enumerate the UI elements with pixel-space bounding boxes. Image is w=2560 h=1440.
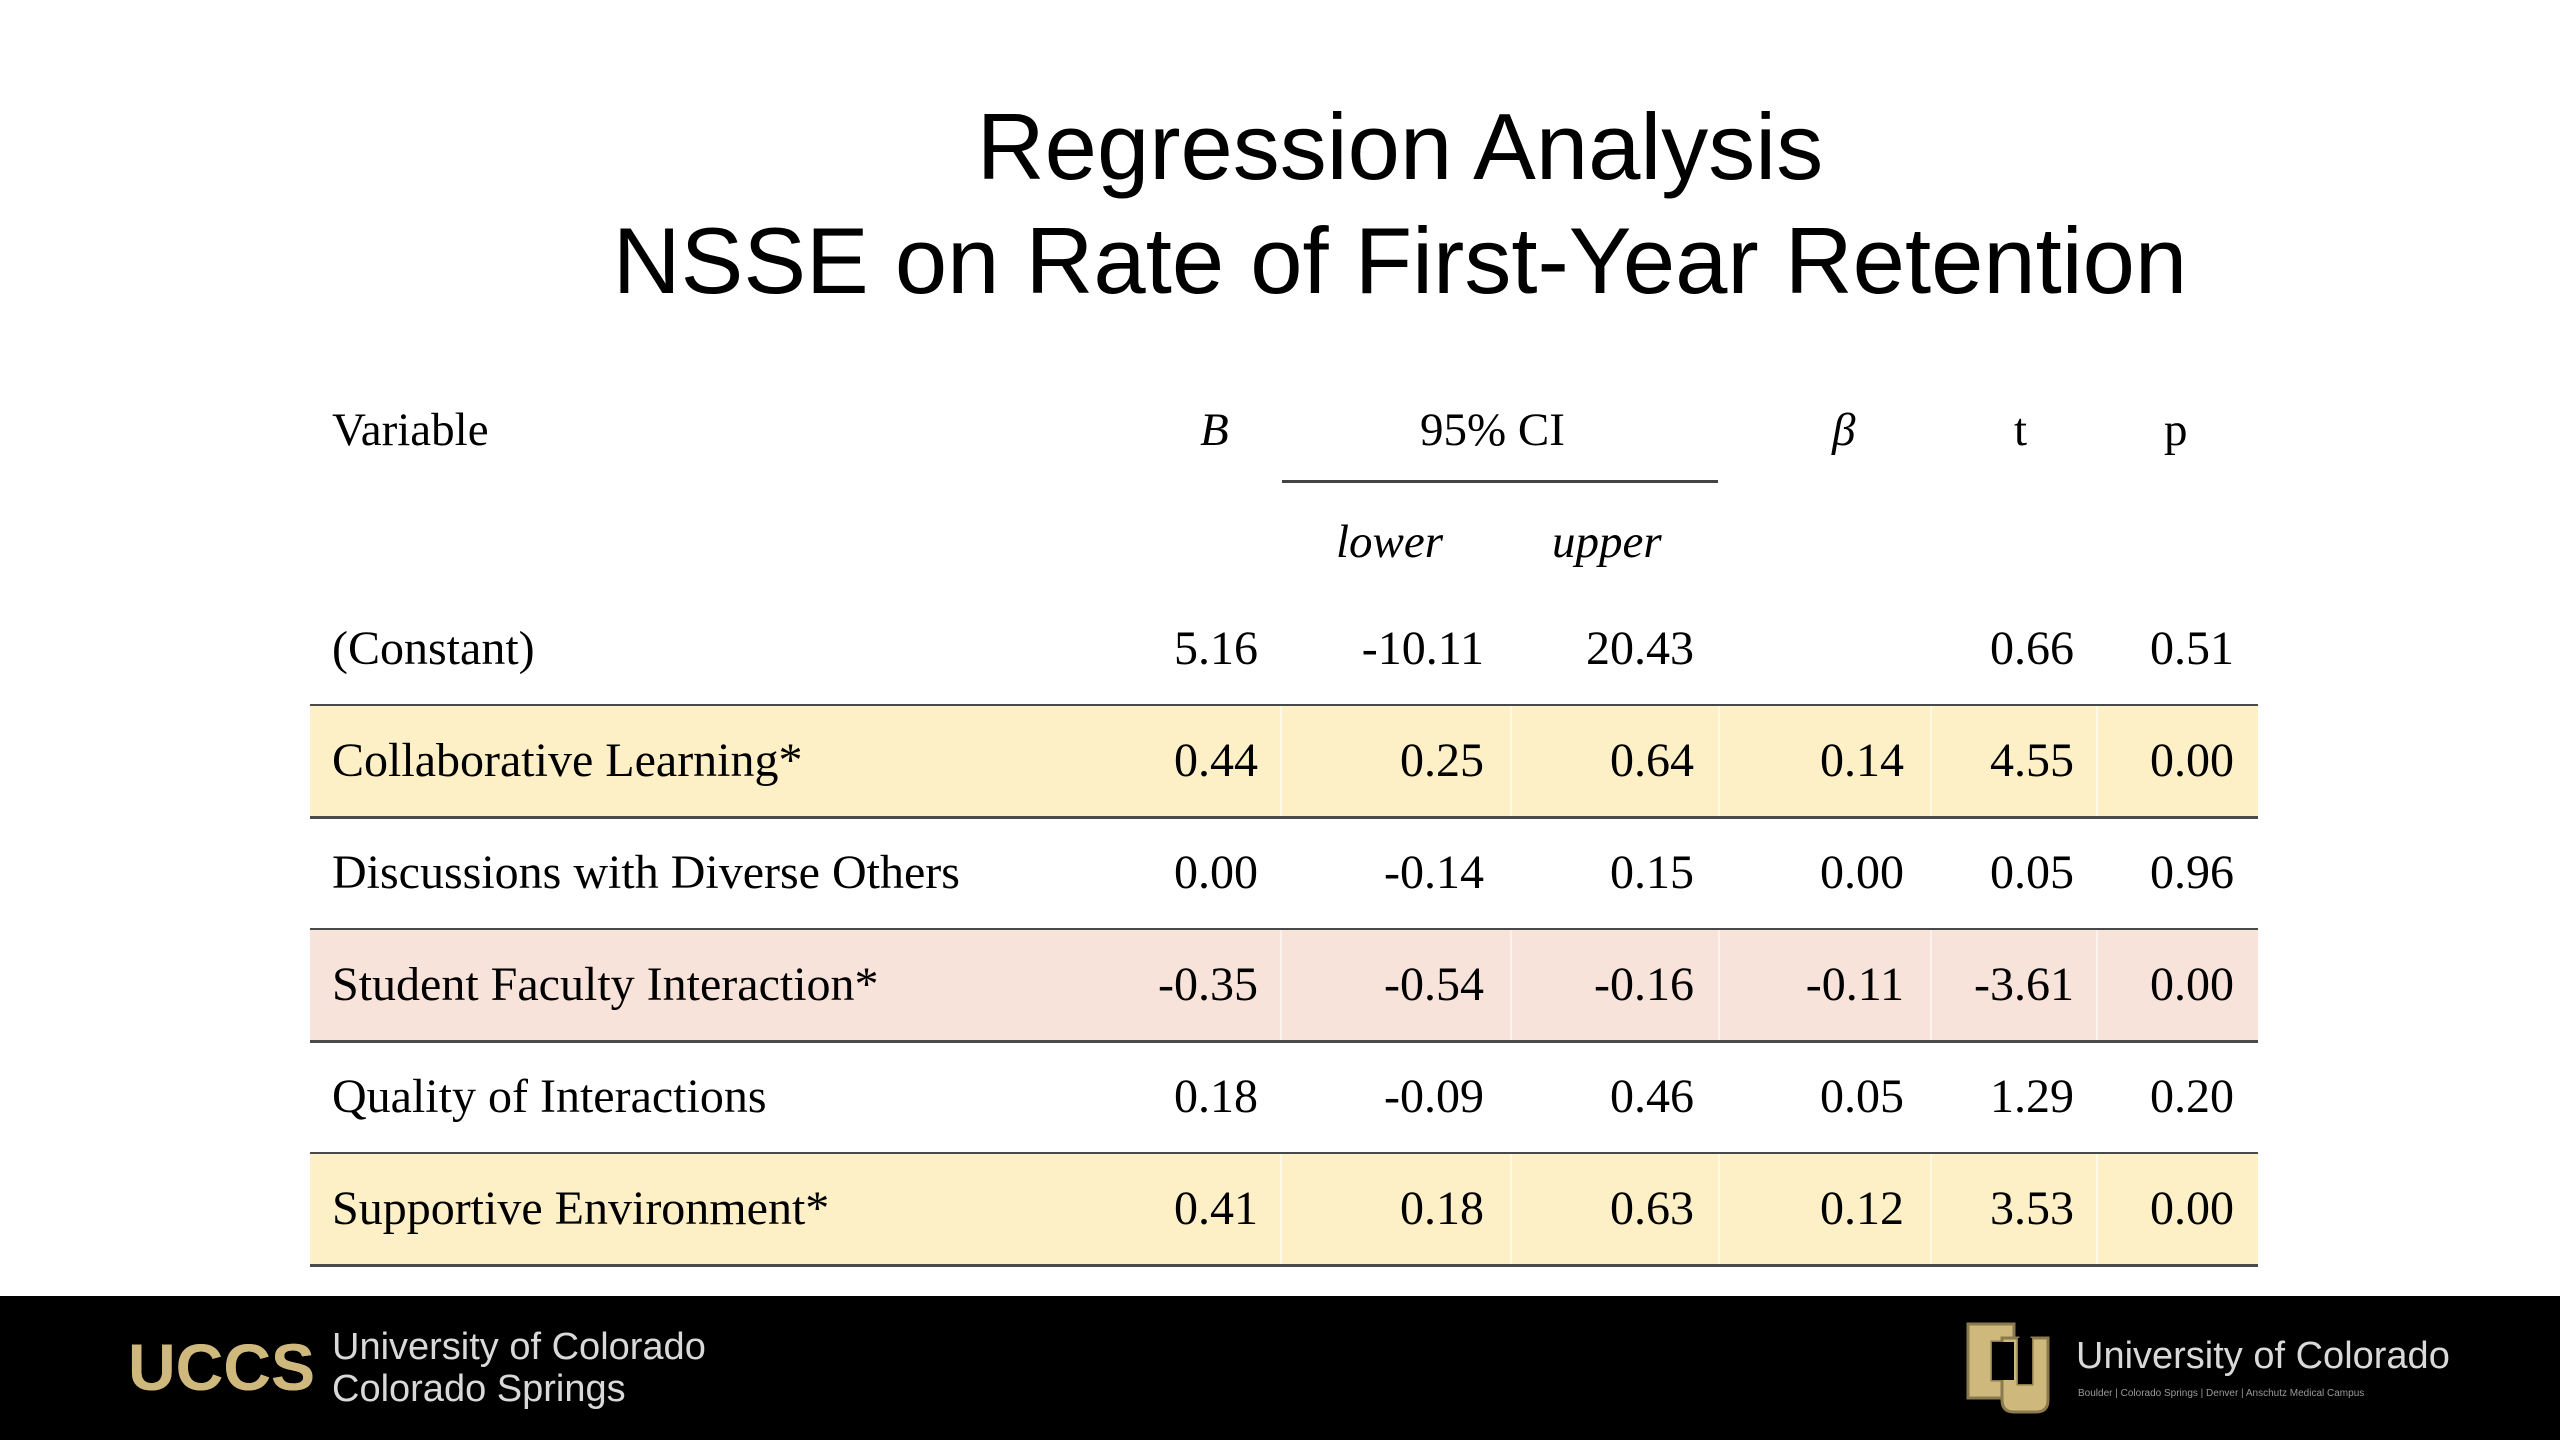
- uccs-line-1: University of Colorado: [332, 1326, 706, 1368]
- column-separator: [2096, 930, 2098, 1040]
- column-separator: [1280, 706, 1282, 816]
- row-divider: [310, 1264, 2258, 1267]
- cell-t: 3.53: [1990, 1182, 2074, 1235]
- header-p: p: [2164, 404, 2188, 456]
- cell-lower: -0.54: [1384, 958, 1484, 1011]
- table-row: Quality of Interactions 0.18 -0.09 0.46 0.05…: [310, 1042, 2258, 1152]
- cell-lower: -0.14: [1384, 846, 1484, 899]
- column-separator: [1718, 1154, 1720, 1264]
- cell-upper: 20.43: [1586, 622, 1694, 675]
- column-separator: [2096, 1154, 2098, 1264]
- row-divider: [310, 704, 2258, 707]
- cell-b: -0.35: [1158, 958, 1258, 1011]
- table-row: Discussions with Diverse Others 0.00 -0.14…: [310, 818, 2258, 928]
- column-separator: [1280, 930, 1282, 1040]
- cell-p: 0.20: [2150, 1070, 2234, 1123]
- row-divider: [310, 1152, 2258, 1155]
- cell-lower: -10.11: [1361, 622, 1484, 675]
- slide-title: Regression Analysis NSSE on Rate of Firs…: [590, 90, 2210, 318]
- cell-variable: Discussions with Diverse Others: [332, 846, 960, 899]
- cell-lower: 0.25: [1400, 734, 1484, 787]
- footer-bar: UCCS University of Colorado Colorado Spr…: [0, 1296, 2560, 1440]
- cell-beta: 0.05: [1820, 1070, 1904, 1123]
- column-separator: [1280, 1154, 1282, 1264]
- cell-variable: (Constant): [332, 622, 535, 675]
- uccs-line-2: Colorado Springs: [332, 1368, 626, 1410]
- cell-variable: Supportive Environment*: [332, 1182, 830, 1235]
- cell-upper: -0.16: [1594, 958, 1694, 1011]
- cell-lower: 0.18: [1400, 1182, 1484, 1235]
- cell-b: 5.16: [1174, 622, 1258, 675]
- cell-p: 0.96: [2150, 846, 2234, 899]
- header-t: t: [2014, 404, 2028, 456]
- cell-p: 0.00: [2150, 734, 2234, 787]
- cell-b: 0.00: [1174, 846, 1258, 899]
- header-b: B: [1200, 404, 1229, 456]
- cell-variable: Quality of Interactions: [332, 1070, 767, 1123]
- column-separator: [1930, 706, 1932, 816]
- table-row: Student Faculty Interaction* -0.35 -0.54 -0…: [310, 930, 2258, 1040]
- cell-upper: 0.46: [1610, 1070, 1694, 1123]
- uccs-wordmark: University of Colorado Colorado Springs: [332, 1326, 706, 1410]
- table-row: Supportive Environment* 0.41 0.18 0.63 0.12 3…: [310, 1154, 2258, 1264]
- cell-b: 0.18: [1174, 1070, 1258, 1123]
- title-line-1: Regression Analysis: [976, 94, 1824, 199]
- cell-t: 0.66: [1990, 622, 2074, 675]
- column-separator: [1718, 706, 1720, 816]
- column-separator: [1510, 930, 1512, 1040]
- cell-p: 0.00: [2150, 958, 2234, 1011]
- cell-beta: 0.00: [1820, 846, 1904, 899]
- column-separator: [1718, 930, 1720, 1040]
- cell-upper: 0.15: [1610, 846, 1694, 899]
- cell-t: -3.61: [1974, 958, 2074, 1011]
- column-separator: [1510, 706, 1512, 816]
- cell-p: 0.00: [2150, 1182, 2234, 1235]
- row-divider: [310, 816, 2258, 819]
- header-variable: Variable: [332, 404, 489, 456]
- table-row: Collaborative Learning* 0.44 0.25 0.64 0.14 4…: [310, 706, 2258, 816]
- cell-upper: 0.64: [1610, 734, 1694, 787]
- cell-t: 1.29: [1990, 1070, 2074, 1123]
- header-lower: lower: [1336, 516, 1444, 568]
- cu-monogram-icon: [1966, 1322, 2050, 1414]
- cell-lower: -0.09: [1384, 1070, 1484, 1123]
- row-divider: [310, 1040, 2258, 1043]
- cell-t: 0.05: [1990, 846, 2074, 899]
- cell-variable: Student Faculty Interaction*: [332, 958, 879, 1011]
- cell-b: 0.41: [1174, 1182, 1258, 1235]
- ci-header-rule: [1282, 480, 1718, 483]
- cu-campuses: Boulder | Colorado Springs | Denver | An…: [2078, 1388, 2365, 1399]
- cell-beta: 0.12: [1820, 1182, 1904, 1235]
- column-separator: [1930, 1154, 1932, 1264]
- header-upper: upper: [1552, 516, 1662, 568]
- cell-variable: Collaborative Learning*: [332, 734, 803, 787]
- column-separator: [2096, 706, 2098, 816]
- cell-beta: -0.11: [1805, 958, 1904, 1011]
- column-separator: [1930, 930, 1932, 1040]
- cell-upper: 0.63: [1610, 1182, 1694, 1235]
- cell-p: 0.51: [2150, 622, 2234, 675]
- cell-b: 0.44: [1174, 734, 1258, 787]
- cu-name: University of Colorado: [2076, 1335, 2450, 1377]
- column-separator: [1510, 1154, 1512, 1264]
- table-row: (Constant) 5.16 -10.11 20.43 0.66 0.51: [310, 594, 2258, 704]
- title-line-2: NSSE on Rate of First-Year Retention: [612, 208, 2188, 313]
- uccs-logo: UCCS: [128, 1330, 316, 1404]
- cell-beta: 0.14: [1820, 734, 1904, 787]
- row-divider: [310, 928, 2258, 931]
- header-ci: 95% CI: [1420, 404, 1565, 456]
- header-beta: β: [1832, 404, 1856, 456]
- cell-t: 4.55: [1990, 734, 2074, 787]
